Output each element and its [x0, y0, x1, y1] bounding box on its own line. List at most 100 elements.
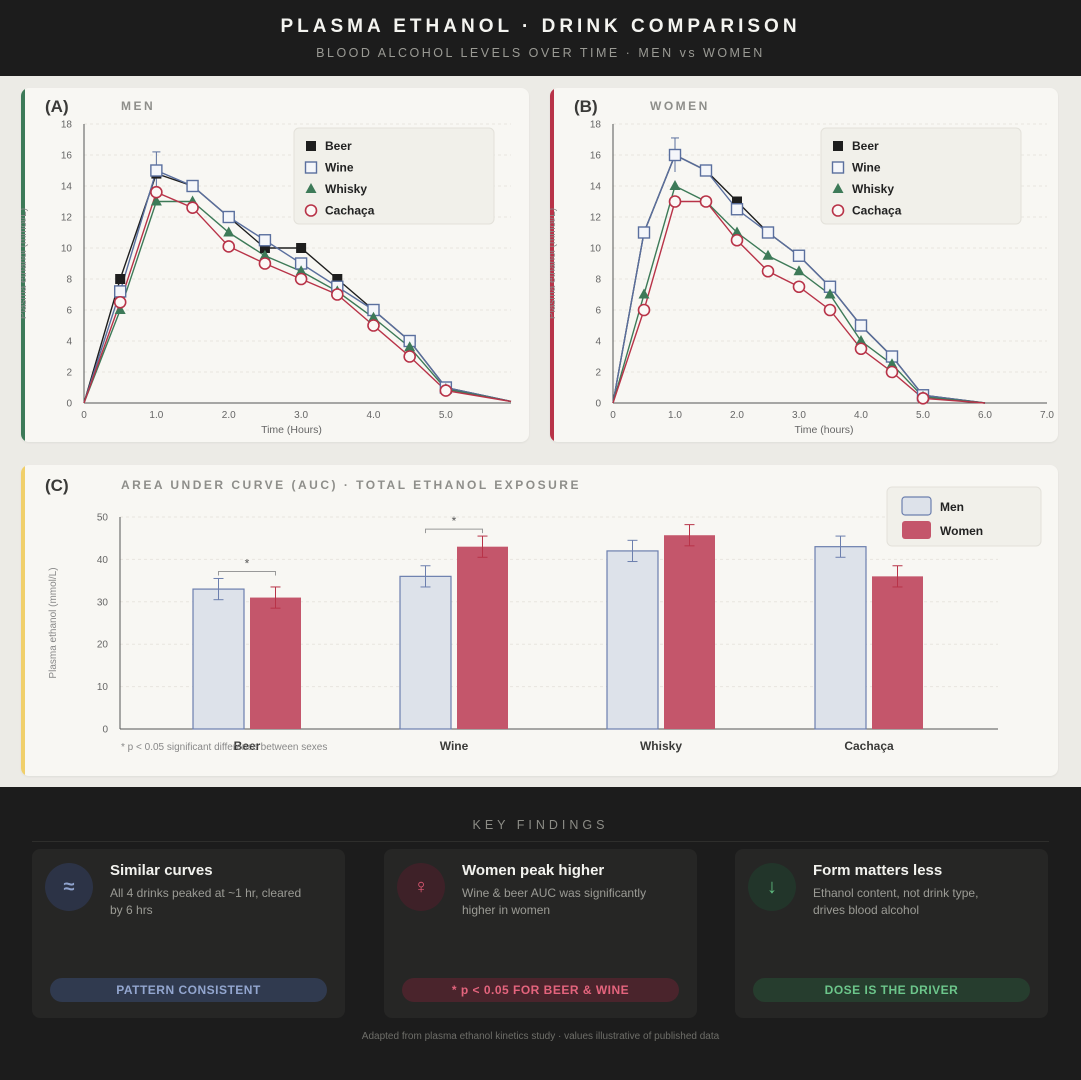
chart-title: WOMEN	[650, 99, 710, 113]
significance-bracket	[425, 528, 483, 534]
footer-note: Adapted from plasma ethanol kinetics stu…	[361, 1031, 720, 1042]
legend-swatch-women	[902, 521, 931, 539]
bar-men-beer	[192, 588, 245, 730]
finding-pill: PATTERN CONSISTENT	[50, 978, 327, 1002]
data-point-whisky	[638, 288, 650, 299]
finding-title: Form matters less	[813, 862, 943, 879]
data-point-wine	[258, 234, 272, 247]
data-point-cachaça	[258, 257, 272, 270]
bar-men-whisky	[606, 550, 659, 730]
key-findings-title: KEY FINDINGS	[472, 818, 609, 832]
y-axis-label: Plasma ethanol (mmol/L)	[48, 567, 59, 678]
y-tick-label: 10	[61, 244, 73, 255]
chart-title: MEN	[121, 99, 155, 113]
data-point-whisky	[886, 358, 898, 369]
data-point-cachaça	[699, 195, 713, 208]
data-point-cachaça	[916, 392, 930, 405]
legend-marker-cachaça	[831, 204, 845, 217]
header: PLASMA ETHANOL · DRINK COMPARISON BLOOD …	[0, 0, 1081, 76]
y-tick-label: 16	[61, 151, 73, 162]
y-axis-label: Plasma ethanol (mmol/L)	[21, 208, 29, 319]
data-point-wine	[222, 210, 235, 224]
x-tick-label: 2.0	[222, 410, 236, 421]
legend-label: Whisky	[852, 182, 894, 196]
legend-marker-beer	[833, 141, 843, 151]
legend-marker-wine	[831, 161, 845, 174]
series-line-whisky	[83, 200, 512, 404]
data-point-wine	[730, 203, 744, 216]
data-point-wine	[113, 285, 127, 298]
data-point-beer	[332, 274, 343, 284]
legend-label: Cachaça	[852, 204, 902, 218]
data-point-whisky	[855, 335, 867, 345]
data-point-whisky	[223, 226, 235, 237]
legend-label: Beer	[852, 139, 879, 153]
approx-icon: ≈	[45, 863, 93, 911]
data-point-whisky	[150, 195, 162, 206]
panel-label: (C)	[45, 476, 69, 495]
series-line-cachaça	[612, 200, 986, 404]
data-point-beer	[115, 274, 126, 284]
significance-marker: *	[245, 556, 250, 570]
x-tick-label: 0	[610, 410, 616, 421]
panel-a-men: (A) MEN 0 2 4 6 8 10 12 14 16 18 0 1.0 2.0 3.0 4.0 5.0 Tim…	[21, 88, 529, 442]
legend-label: Whisky	[325, 182, 367, 196]
finding-pill: * p < 0.05 FOR BEER & WINE	[402, 978, 679, 1002]
legend-label: Wine	[325, 161, 354, 175]
y-tick-label: 0	[66, 399, 72, 410]
panel-b-accent-bar	[550, 88, 554, 442]
legend-marker-wine	[304, 161, 318, 174]
data-point-whisky	[114, 304, 126, 314]
y-tick-label: 12	[61, 213, 73, 224]
legend-marker-beer	[306, 141, 316, 151]
series-line-wine	[612, 154, 986, 404]
x-tick-label: 1.0	[149, 410, 163, 421]
x-axis-label: Time (Hours)	[261, 424, 322, 436]
x-tick-label: 6.0	[978, 410, 992, 421]
data-point-wine	[792, 249, 806, 262]
y-tick-label: 8	[595, 275, 601, 286]
data-point-cachaça	[792, 280, 806, 294]
data-point-wine	[668, 148, 682, 162]
y-tick-label: 20	[97, 640, 109, 651]
finding-desc: Wine & beer AUC was significantly higher…	[462, 886, 647, 917]
data-point-beer	[259, 243, 270, 253]
panel-label: (B)	[574, 97, 598, 116]
finding-card-women: ♀ Women peak higher Wine & beer AUC was …	[384, 849, 697, 1018]
legend-marker-cachaça	[304, 204, 318, 217]
x-axis-label: Time (hours)	[794, 424, 853, 436]
data-point-whisky	[259, 249, 271, 260]
x-tick-label: 3.0	[294, 410, 308, 421]
legend	[820, 127, 1022, 225]
legend-label: Women	[940, 524, 983, 538]
page-title: PLASMA ETHANOL · DRINK COMPARISON	[280, 16, 801, 37]
y-tick-label: 18	[61, 120, 73, 131]
bar-men-wine	[399, 575, 452, 730]
legend-label: Cachaça	[325, 204, 375, 218]
y-tick-label: 8	[66, 275, 72, 286]
data-point-whisky	[824, 288, 836, 299]
data-point-cachaça	[854, 342, 868, 356]
data-point-wine	[854, 319, 868, 332]
bar-women-wine	[457, 546, 508, 729]
data-point-wine	[761, 226, 775, 239]
data-point-cachaça	[294, 272, 308, 286]
y-tick-label: 14	[590, 182, 602, 193]
category-label: Wine	[440, 739, 469, 753]
data-point-cachaça	[823, 303, 837, 317]
y-tick-label: 6	[66, 306, 72, 317]
data-point-whisky	[367, 311, 379, 322]
y-tick-label: 16	[590, 151, 602, 162]
panel-b-women: (B) WOMEN 0 2 4 6 8 10 12 14 16 18 0 1.0 2.0 3.0 4.0 5.0 6…	[550, 88, 1058, 442]
finding-desc: All 4 drinks peaked at ~1 hr, cleared by…	[110, 886, 302, 917]
y-tick-label: 10	[97, 682, 109, 693]
chart-auc-bar: (C) AREA UNDER CURVE (AUC) · TOTAL ETHANO…	[45, 476, 1042, 753]
legend-label: Beer	[325, 139, 352, 153]
x-tick-label: 4.0	[367, 410, 381, 421]
finding-title: Similar curves	[110, 862, 213, 879]
x-tick-label: 3.0	[792, 410, 806, 421]
page-subtitle: BLOOD ALCOHOL LEVELS OVER TIME · MEN vs …	[316, 46, 765, 60]
x-tick-label: 2.0	[730, 410, 744, 421]
data-point-cachaça	[637, 303, 651, 317]
data-point-cachaça	[150, 185, 163, 199]
